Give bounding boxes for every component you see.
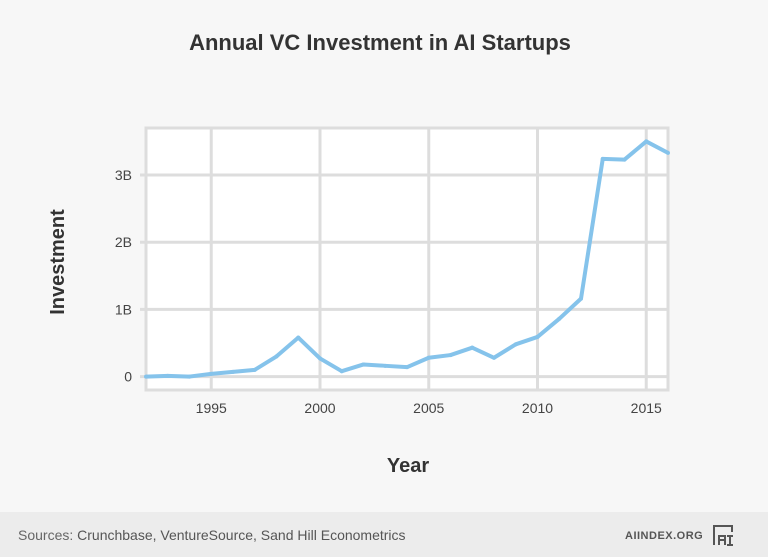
x-tick-label: 2005 xyxy=(413,400,444,416)
data-point xyxy=(448,353,453,358)
data-point xyxy=(361,362,366,367)
data-point xyxy=(405,365,409,370)
data-point xyxy=(557,316,562,321)
grid xyxy=(140,126,670,392)
data-point xyxy=(426,355,431,360)
line-chart: 1995 2000 2005 2010 2015 0 1B 2B 3B Year Investm… xyxy=(47,126,670,477)
data-point xyxy=(470,345,475,350)
y-tick-label: 0 xyxy=(124,369,132,385)
sources-text: Crunchbase, VentureSource, Sand Hill Eco… xyxy=(77,527,406,543)
data-point xyxy=(622,157,627,162)
y-axis-label: Investment xyxy=(47,209,69,315)
x-tick-label: 2010 xyxy=(522,400,553,416)
data-point xyxy=(535,334,540,339)
data-point xyxy=(339,369,344,374)
data-point xyxy=(187,374,192,379)
data-point xyxy=(252,367,257,372)
sources-label: Sources: xyxy=(18,527,74,543)
x-axis-label: Year xyxy=(387,455,429,477)
data-point xyxy=(666,150,670,155)
site-link[interactable]: AIINDEX.ORG xyxy=(625,530,704,542)
data-point xyxy=(144,374,148,379)
data-point xyxy=(274,354,279,359)
data-point xyxy=(600,156,605,161)
tick-labels: 1995 2000 2005 2010 2015 0 1B 2B 3B xyxy=(115,167,662,416)
x-tick-label: 2000 xyxy=(304,400,335,416)
plot-area xyxy=(144,126,670,392)
sources: Sources: Crunchbase, VentureSource, Sand… xyxy=(18,527,406,543)
data-point xyxy=(579,296,583,301)
y-tick-label: 1B xyxy=(115,301,132,317)
data-point xyxy=(209,371,214,376)
data-point xyxy=(165,373,170,378)
ai-index-logo-icon xyxy=(713,525,733,546)
y-tick-label: 3B xyxy=(115,167,132,183)
data-point xyxy=(644,139,649,144)
chart-title: Annual VC Investment in AI Startups xyxy=(189,30,571,55)
data-point xyxy=(231,369,235,374)
x-tick-label: 1995 xyxy=(196,400,227,416)
y-tick-label: 2B xyxy=(115,234,132,250)
data-point xyxy=(513,342,518,347)
data-point xyxy=(492,355,496,360)
data-point xyxy=(383,363,388,368)
data-point xyxy=(318,356,322,361)
footer: Sources: Crunchbase, VentureSource, Sand… xyxy=(0,512,768,557)
data-point xyxy=(296,335,301,340)
x-tick-label: 2015 xyxy=(631,400,662,416)
